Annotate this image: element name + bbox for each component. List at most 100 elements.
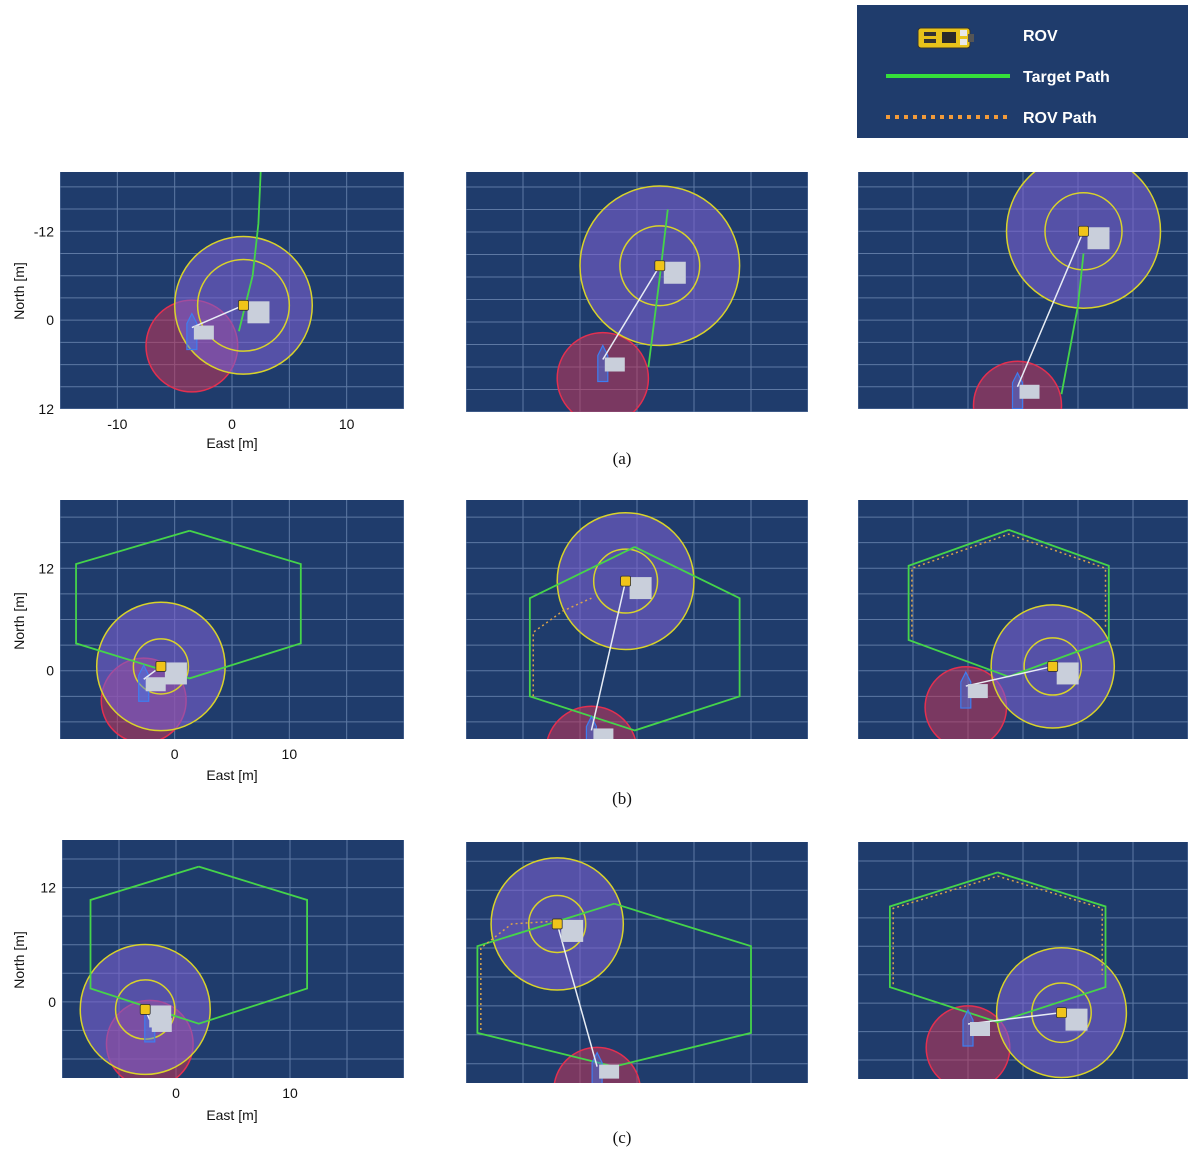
panel-content — [858, 500, 1188, 739]
vessel-rov-link — [556, 923, 598, 1067]
plot-panel-1-0: 12 0 0 10 — [38, 500, 404, 762]
plot-panel-2-2 — [858, 842, 1188, 1079]
panel-content — [60, 500, 404, 739]
rov-inner-ring — [132, 638, 190, 695]
vessel-rov-link — [602, 265, 661, 360]
y-tick-label: 12 — [38, 560, 54, 576]
y-axis-label-row-b: North [m] — [11, 592, 27, 650]
y-axis-label-row-a: North [m] — [11, 262, 27, 320]
y-tick-label: 12 — [38, 401, 54, 417]
rov-inner-ring — [592, 548, 659, 614]
panels: 12 0 -12 -10 0 10 12 0 0 10 12 0 0 10 — [34, 172, 1188, 1101]
rov-marker — [1047, 661, 1059, 672]
rov-path — [532, 597, 592, 697]
vessel-rov-link — [191, 304, 244, 329]
rov-path — [911, 533, 1107, 637]
rov-marker — [238, 299, 249, 311]
rov-marker — [620, 575, 631, 587]
vessel-marker — [962, 1008, 974, 1047]
x-axis-label-row-c: East [m] — [206, 1107, 257, 1123]
plot-panel-0-1 — [466, 172, 808, 412]
vessel-safety-zone — [556, 331, 650, 412]
legend: ROV Target Path ROV Path — [857, 5, 1188, 138]
rov-marker — [139, 1004, 151, 1015]
rov-info-label — [247, 301, 270, 324]
vessel-marker — [960, 670, 972, 709]
panel-content — [466, 500, 808, 739]
x-tick-label: 0 — [172, 1085, 180, 1101]
vessel-info-label — [1019, 384, 1040, 399]
rov-inner-ring — [1044, 192, 1123, 271]
target-path — [528, 546, 741, 732]
plot-panel-2-0: 12 0 0 10 — [40, 840, 404, 1101]
rov-inner-ring — [527, 894, 587, 954]
rov-inner-ring — [1023, 637, 1083, 696]
target-path — [1060, 253, 1085, 395]
vessel-info-label — [145, 677, 166, 692]
vessel-info-label — [604, 357, 625, 372]
rov-path — [480, 920, 558, 1030]
rov-info-label — [629, 577, 652, 600]
panel-content — [858, 172, 1188, 409]
rov-inner-ring — [619, 225, 701, 307]
rov-info-label — [164, 662, 187, 685]
rov-marker — [551, 918, 563, 930]
plot-panel-2-1 — [466, 842, 808, 1083]
y-tick-label: -12 — [34, 223, 54, 239]
vessel-rov-link — [590, 580, 627, 731]
plot-panel-0-2 — [858, 172, 1188, 409]
rov-info-label — [1056, 662, 1079, 685]
rov-marker — [1056, 1007, 1067, 1019]
vessel-info-label — [193, 325, 214, 340]
y-tick-label: 12 — [40, 880, 56, 896]
rov-marker — [155, 661, 167, 672]
plot-panel-0-0: 12 0 -12 -10 0 10 — [34, 172, 404, 432]
vessel-rov-link — [1016, 230, 1085, 388]
legend-label-rov-path: ROV Path — [1023, 110, 1097, 127]
panel-content — [60, 172, 404, 409]
rov-legend-icon — [917, 27, 974, 49]
x-tick-label: -10 — [107, 416, 127, 432]
rov-info-label — [561, 919, 584, 942]
plot-panel-1-1 — [466, 500, 808, 739]
vessel-marker — [138, 663, 150, 702]
vessel-info-label — [967, 684, 988, 699]
vessel-info-label — [970, 1022, 990, 1037]
rov-info-label — [663, 261, 686, 284]
target-path — [75, 529, 302, 680]
caption-b: (b) — [612, 789, 632, 808]
target-path — [89, 865, 309, 1025]
x-axis-label-row-b: East [m] — [206, 767, 257, 783]
x-tick-label: 10 — [282, 1085, 298, 1101]
vessel-marker — [186, 312, 198, 351]
rov-marker — [1078, 225, 1089, 237]
y-tick-label: 0 — [46, 312, 54, 328]
panel-content — [466, 172, 808, 412]
panel-content — [466, 842, 808, 1083]
rov-info-label — [1087, 227, 1110, 250]
plot-panel-1-2 — [858, 500, 1188, 739]
rov-info-label — [1065, 1008, 1088, 1031]
legend-background — [857, 5, 1188, 138]
target-path — [647, 209, 669, 368]
legend-label-rov: ROV — [1023, 28, 1058, 45]
y-tick-label: 0 — [46, 663, 54, 679]
rov-marker — [654, 260, 666, 272]
x-tick-label: 0 — [228, 416, 236, 432]
vessel-info-label — [593, 728, 614, 739]
panel-content — [858, 842, 1188, 1079]
caption-c: (c) — [613, 1128, 632, 1147]
y-tick-label: 0 — [48, 994, 56, 1010]
rov-inner-ring — [196, 258, 291, 352]
target-path — [889, 871, 1107, 1024]
caption-a: (a) — [613, 449, 632, 468]
rov-inner-ring — [1031, 982, 1092, 1044]
x-tick-label: 10 — [282, 746, 298, 762]
x-tick-label: 10 — [339, 416, 355, 432]
legend-label-target-path: Target Path — [1023, 69, 1110, 86]
x-axis-label-row-a: East [m] — [206, 435, 257, 451]
rov-outer-ring — [1005, 172, 1162, 309]
rov-path — [892, 875, 1103, 985]
vessel-rov-link — [965, 665, 1053, 687]
